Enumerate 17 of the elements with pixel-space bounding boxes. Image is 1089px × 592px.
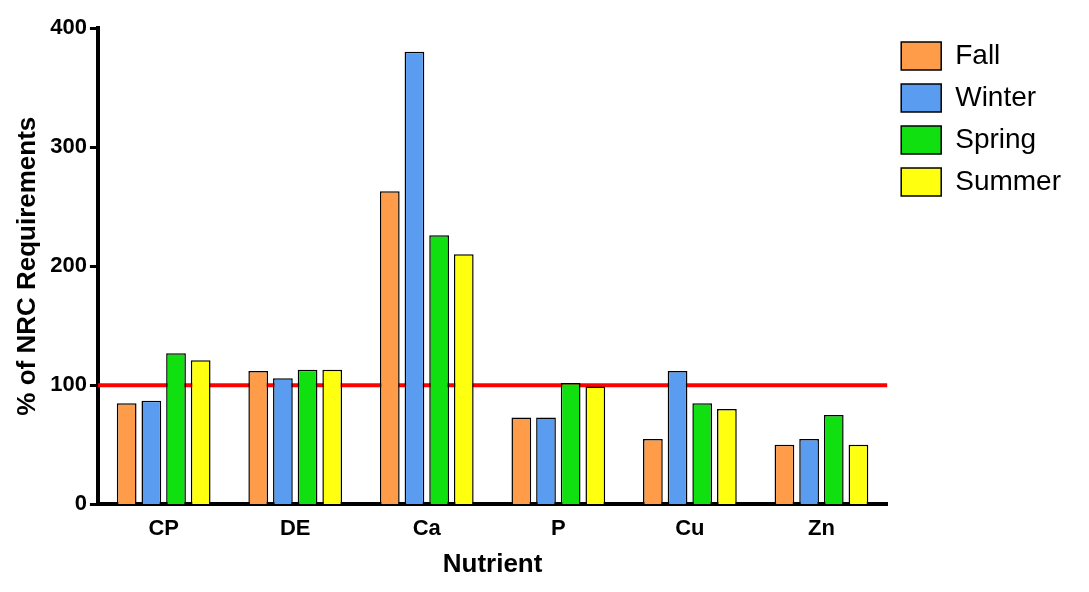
legend-label: Spring	[955, 122, 1037, 154]
y-tick-label: 400	[50, 14, 87, 40]
x-tick-label: CP	[148, 514, 179, 540]
x-tick-label: Zn	[807, 514, 835, 540]
legend-label: Summer	[955, 164, 1061, 196]
x-tick-label: Cu	[675, 514, 705, 540]
legend-label: Fall	[955, 38, 1001, 70]
x-tick-label: P	[550, 514, 566, 540]
y-tick-label: 0	[74, 490, 87, 516]
y-tick-label: 300	[50, 133, 87, 159]
legend-label: Winter	[955, 80, 1037, 112]
x-tick-label: Ca	[412, 514, 442, 540]
x-axis-title: Nutrient	[442, 547, 543, 578]
y-tick-label: 100	[50, 371, 87, 397]
x-tick-label: DE	[279, 514, 311, 540]
y-axis-title: % of NRC Requirements	[10, 116, 41, 416]
y-tick-label: 200	[50, 252, 87, 278]
